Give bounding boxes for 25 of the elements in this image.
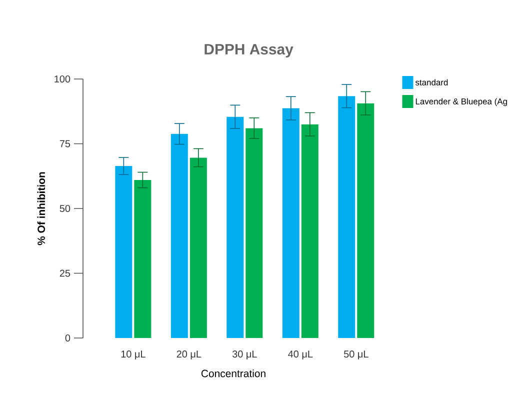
legend-label: Lavender & Bluepea (Ag: [416, 98, 507, 106]
y-tick-label: 50: [60, 204, 70, 212]
bar: [301, 124, 318, 338]
x-tick-label: 20 μL: [176, 350, 202, 360]
y-tick-label: 25: [60, 270, 70, 277]
y-axis-title: % Of inhibition: [37, 172, 46, 246]
x-tick-label: 10 μL: [121, 350, 146, 360]
bar: [338, 96, 356, 338]
y-tick-label: 100: [54, 75, 70, 83]
bar: [170, 134, 188, 338]
x-axis-title: Concentration: [201, 370, 266, 378]
legend-label: standard: [415, 79, 448, 86]
bar: [115, 166, 132, 338]
y-tick-label: 75: [60, 140, 70, 148]
x-tick-label: 40 μL: [288, 350, 313, 360]
bar: [134, 180, 152, 338]
bar: [357, 103, 374, 338]
bar: [246, 128, 263, 338]
x-tick-label: 30 μL: [232, 350, 257, 360]
bar: [226, 116, 244, 338]
bar: [190, 158, 207, 338]
x-tick-label: 50 μL: [344, 350, 368, 360]
bar: [282, 108, 300, 338]
chart-title: DPPH Assay: [204, 44, 294, 58]
y-tick-label: 0: [65, 334, 70, 342]
